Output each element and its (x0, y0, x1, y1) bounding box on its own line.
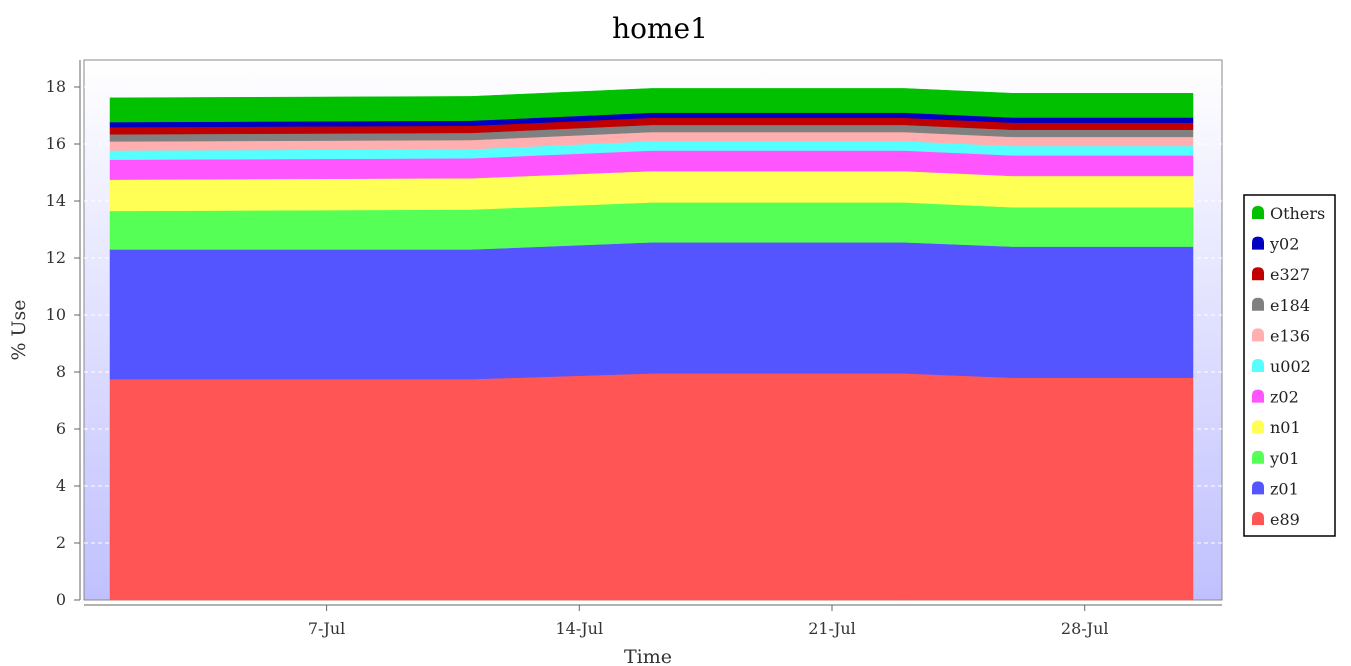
y-tick-label: 18 (46, 77, 66, 96)
legend-swatch (1252, 297, 1264, 311)
legend-items: Others y02 e327 e184 e136 u002 z02 n01 y01 z01 e89 (1252, 204, 1325, 529)
legend-label: z01 (1270, 479, 1299, 498)
legend-item-Others: Others (1252, 204, 1325, 223)
y-tick-label: 16 (46, 134, 66, 153)
legend-swatch (1252, 389, 1264, 403)
x-tick-label: 28-Jul (1061, 619, 1109, 638)
legend-label: e184 (1270, 296, 1310, 315)
x-tick-label: 14-Jul (555, 619, 603, 638)
y-tick-label: 6 (56, 419, 66, 438)
x-tick-label: 7-Jul (308, 619, 345, 638)
legend-label: u002 (1270, 357, 1311, 376)
legend-item-u002: u002 (1252, 357, 1311, 376)
axes: 0 2 4 6 8 10 12 14 16 18 7-Jul 14-Jul 21-Jul 28-Jul (46, 60, 1222, 638)
legend-swatch (1252, 236, 1264, 250)
legend-label: e89 (1270, 510, 1300, 529)
legend-swatch (1252, 359, 1264, 372)
y-tick-label: 14 (46, 191, 66, 210)
legend-label: e327 (1270, 265, 1310, 284)
legend-swatch (1252, 481, 1264, 495)
x-tick-label: 21-Jul (808, 619, 856, 638)
legend-swatch (1252, 267, 1264, 281)
area-series-z01 (109, 242, 1194, 380)
y-tick-label: 8 (56, 362, 66, 381)
y-tick-label: 10 (46, 305, 66, 324)
legend-label: y01 (1269, 449, 1299, 468)
legend-label: y02 (1269, 235, 1299, 254)
legend-item-e184: e184 (1252, 296, 1310, 315)
area-series-group (109, 88, 1194, 601)
y-axis-label: % Use (8, 299, 30, 360)
y-tick-label: 12 (46, 248, 66, 267)
legend-label: e136 (1270, 326, 1310, 345)
legend-swatch (1252, 512, 1264, 525)
legend-swatch (1252, 328, 1264, 342)
legend-item-n01: n01 (1252, 418, 1301, 437)
area-series-e89 (109, 373, 1194, 601)
legend: Others y02 e327 e184 e136 u002 z02 n01 y01 z01 e89 (1243, 194, 1336, 537)
legend-label: z02 (1270, 388, 1299, 407)
legend-item-y01: y01 (1252, 449, 1299, 468)
legend-item-e327: e327 (1252, 265, 1310, 284)
legend-item-z02: z02 (1252, 388, 1299, 407)
legend-item-z01: z01 (1252, 479, 1299, 498)
legend-item-y02: y02 (1252, 235, 1299, 254)
x-axis-label: Time (624, 646, 672, 666)
legend-swatch (1252, 420, 1264, 434)
y-tick-label: 0 (56, 590, 66, 609)
legend-item-e89: e89 (1252, 510, 1300, 529)
legend-item-e136: e136 (1252, 326, 1310, 345)
area-series-Others (109, 88, 1194, 123)
y-tick-label: 4 (56, 476, 66, 495)
chart-title: home1 (612, 12, 708, 45)
legend-label: n01 (1270, 418, 1301, 437)
legend-swatch (1252, 206, 1264, 219)
legend-swatch (1252, 450, 1264, 464)
legend-label: Others (1270, 204, 1325, 223)
y-tick-label: 2 (56, 533, 66, 552)
